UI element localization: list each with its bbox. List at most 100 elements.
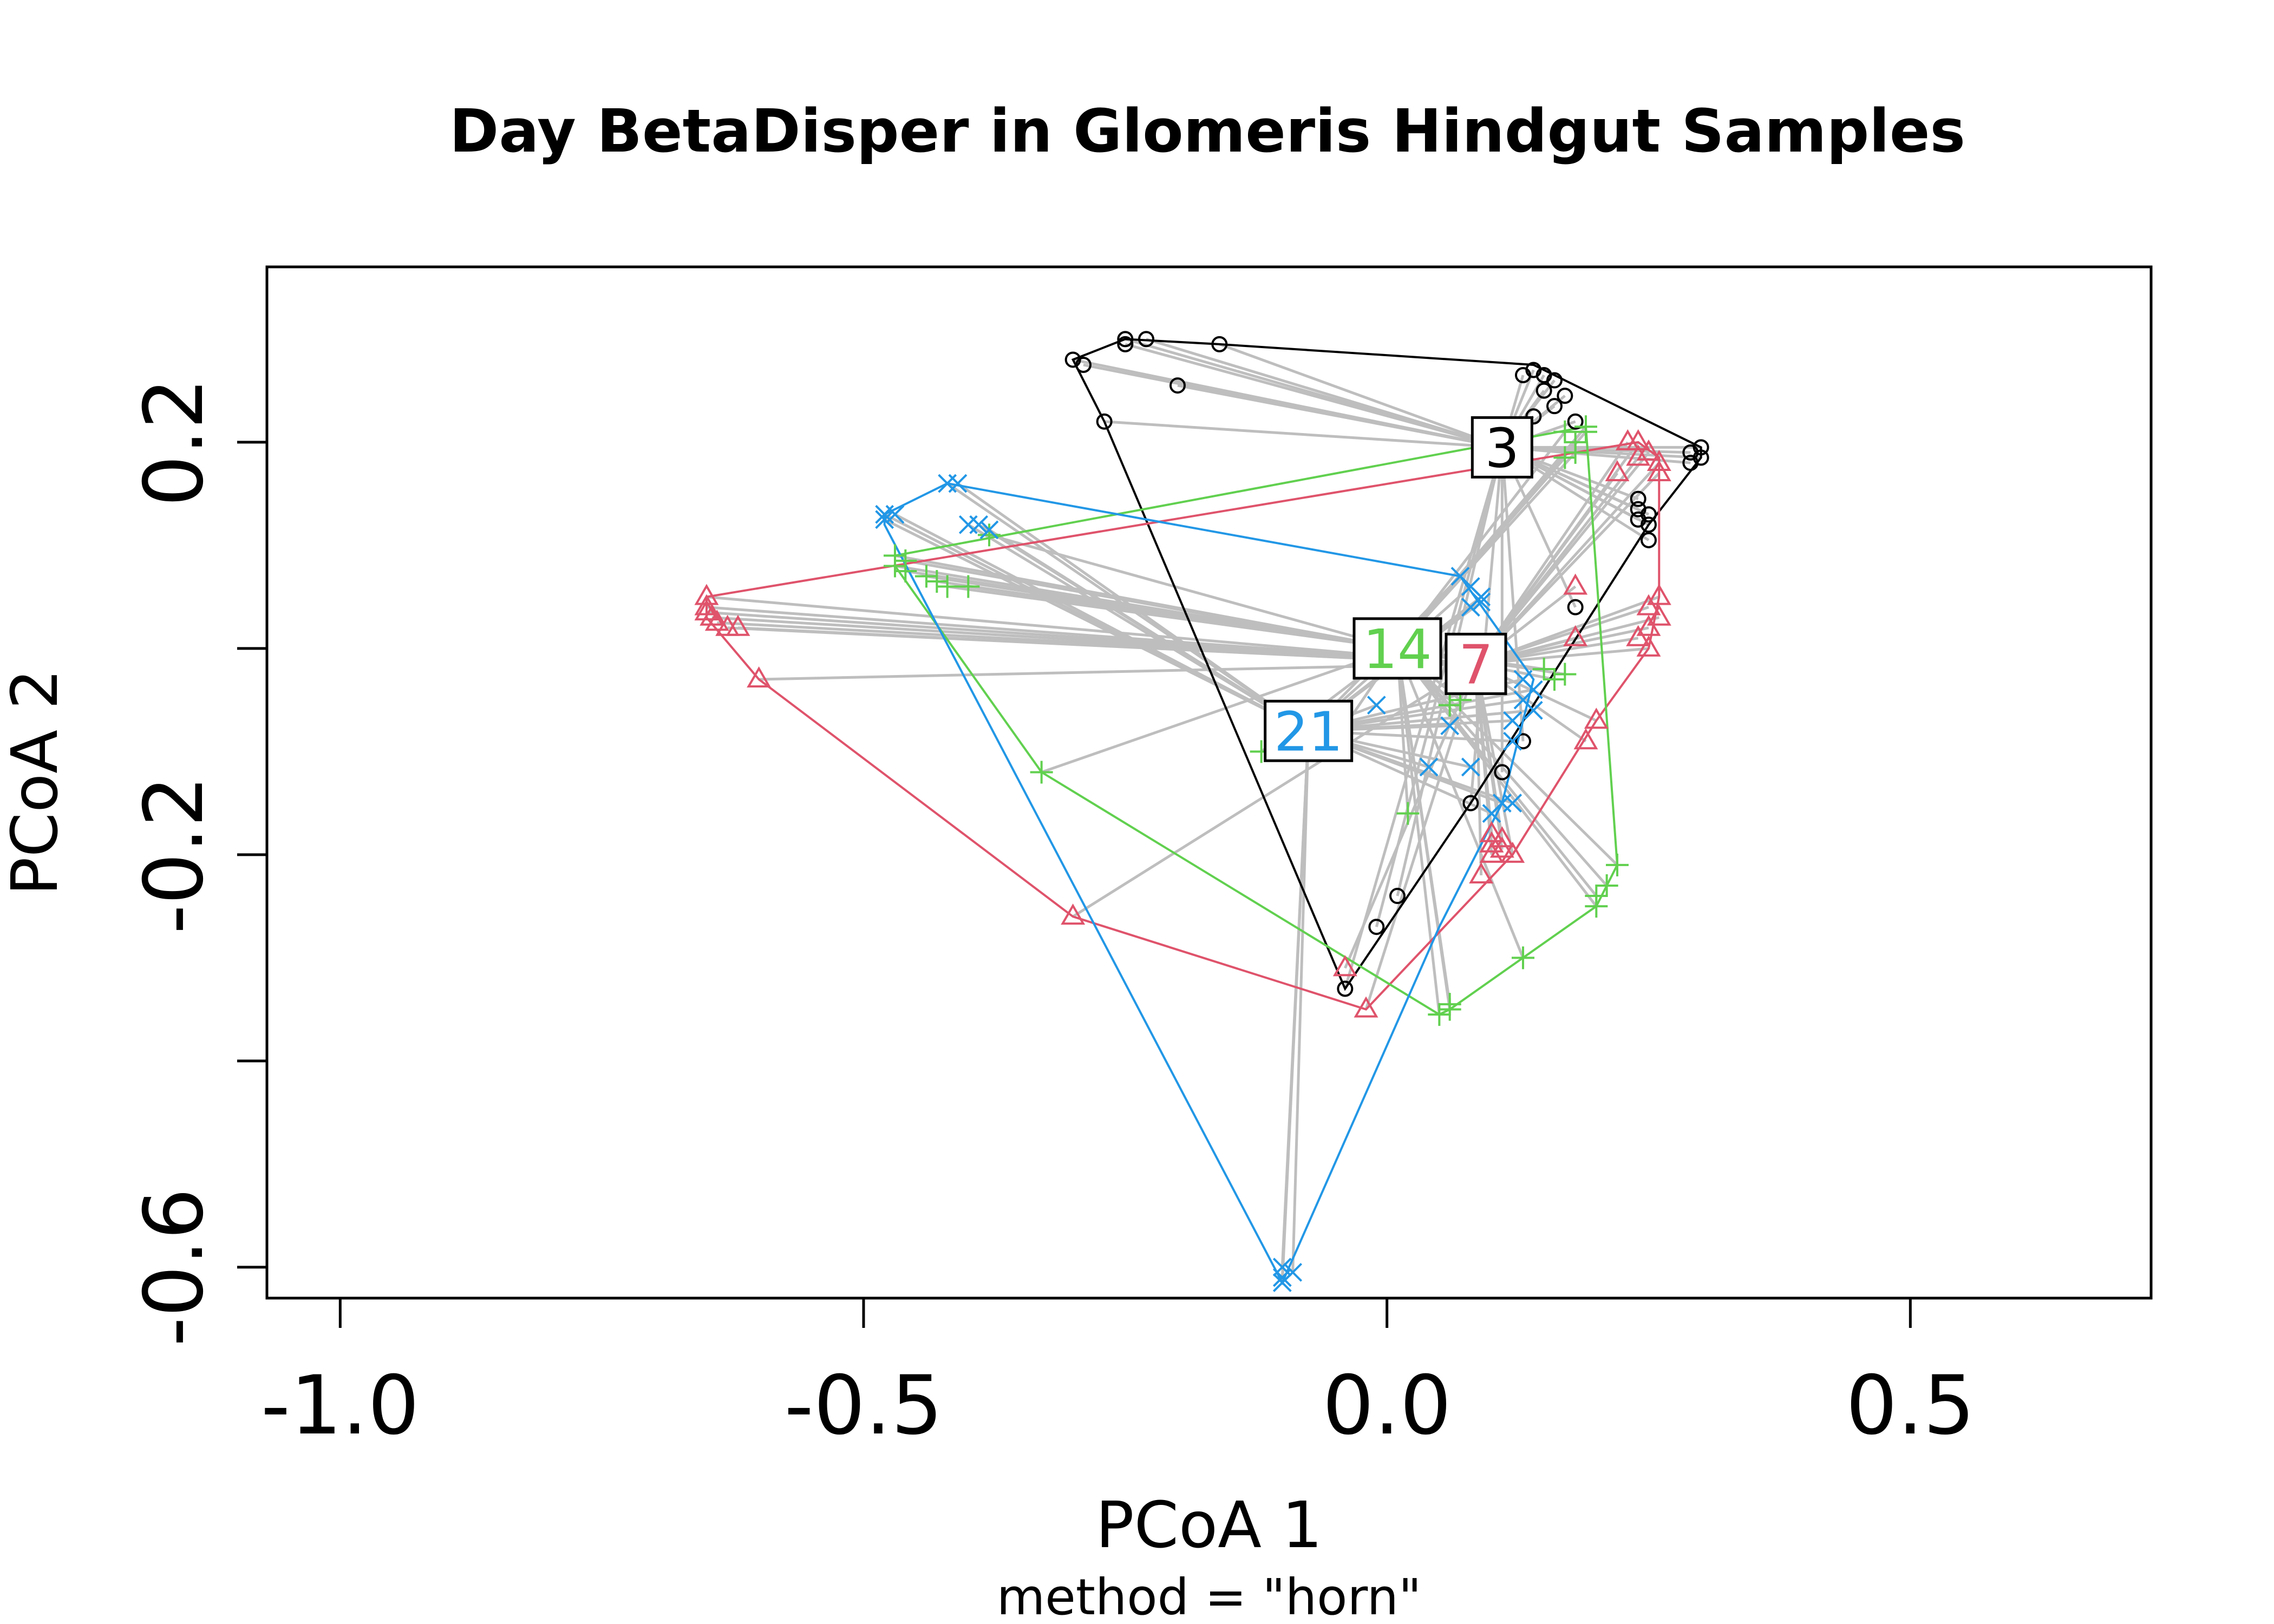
point-group-7: [1636, 614, 1661, 636]
spider-segment: [894, 513, 1309, 732]
point-group-3: [1567, 413, 1584, 430]
centroid-box-14: [1352, 617, 1442, 680]
point-group-7: [1646, 460, 1671, 481]
spider-segment: [1396, 647, 1525, 959]
spider-segment: [1474, 441, 1629, 665]
x-tick-label: 0.0: [1322, 1359, 1452, 1453]
point-group-7: [1584, 708, 1609, 729]
chart-title: Day BetaDisper in Glomeris Hindgut Sampl…: [449, 96, 1965, 166]
point-group-21: [1524, 700, 1543, 720]
point-group-3: [1096, 413, 1113, 430]
spider-segment: [957, 482, 1310, 732]
x-tick-label: 0.5: [1846, 1359, 1975, 1453]
point-group-21: [1482, 804, 1501, 823]
point-group-3: [1641, 506, 1657, 523]
point-group-7: [1563, 625, 1588, 646]
point-group-3: [1117, 331, 1134, 348]
spider-segment: [1343, 447, 1504, 990]
point-group-14: [925, 570, 949, 593]
point-group-3: [1138, 331, 1154, 348]
point-group-7: [1626, 625, 1651, 646]
point-group-7: [1354, 996, 1378, 1018]
point-group-7: [1479, 841, 1504, 863]
point-group-21: [948, 474, 968, 493]
point-group-7: [726, 614, 750, 636]
spider-segment: [1104, 420, 1502, 449]
spider-segment: [1396, 648, 1441, 1015]
spider-segment: [1475, 472, 1661, 665]
spider-segment: [1146, 337, 1503, 449]
point-group-7: [1605, 460, 1630, 481]
centroid-label-21: 21: [1274, 700, 1343, 763]
point-group-3: [1567, 599, 1584, 615]
point-group-14: [1438, 993, 1461, 1016]
point-group-14: [894, 559, 917, 582]
point-group-7: [1479, 831, 1504, 853]
point-group-7: [1489, 826, 1514, 848]
point-group-7: [1500, 841, 1525, 863]
point-layer: [694, 331, 1709, 1292]
point-group-3: [1641, 532, 1657, 548]
point-group-7: [1646, 449, 1671, 471]
point-group-7: [1636, 635, 1661, 657]
point-group-14: [1532, 657, 1556, 680]
spider-segment: [988, 528, 1309, 732]
point-group-7: [700, 604, 724, 626]
point-group-7: [1646, 584, 1671, 605]
point-group-7: [1636, 439, 1661, 461]
point-group-7: [704, 610, 729, 631]
spider-segment: [1469, 447, 1504, 803]
point-group-21: [1461, 598, 1480, 617]
point-group-14: [1438, 693, 1461, 717]
point-group-7: [1646, 604, 1671, 626]
plot-frame: [265, 265, 2153, 1300]
point-group-14: [1574, 415, 1597, 438]
point-group-21: [1367, 696, 1386, 715]
point-group-3: [1546, 398, 1563, 415]
point-group-3: [1462, 795, 1479, 811]
point-group-21: [1503, 711, 1522, 730]
point-group-3: [1535, 382, 1552, 399]
point-group-3: [1368, 919, 1385, 935]
spider-segment: [1177, 384, 1502, 449]
point-group-21: [969, 515, 989, 534]
point-group-14: [1606, 853, 1629, 876]
point-group-3: [1075, 356, 1092, 373]
point-group-21: [1283, 1262, 1303, 1282]
point-group-21: [1503, 794, 1522, 813]
spider-segment: [706, 595, 1476, 665]
point-group-7: [694, 584, 719, 605]
point-group-21: [1472, 592, 1491, 612]
point-group-14: [1030, 761, 1053, 784]
point-group-3: [1546, 372, 1563, 389]
point-group-21: [885, 505, 905, 524]
point-group-7: [1332, 955, 1357, 977]
point-group-21: [1503, 731, 1522, 751]
y-axis-label: PCoA 2: [0, 669, 72, 895]
point-group-7: [1563, 573, 1588, 595]
centroid-label-3: 3: [1485, 416, 1520, 480]
point-group-14: [1564, 430, 1587, 454]
axis-layer: -1.0 -0.5 0.0 0.5 0.2 -0.2 -0.6: [127, 378, 1975, 1453]
x-tick-label: -1.0: [261, 1359, 420, 1453]
point-group-7: [1489, 836, 1514, 858]
point-group-3: [1211, 336, 1228, 352]
point-group-14: [1543, 668, 1566, 691]
spider-segment: [1396, 647, 1618, 866]
point-group-14: [1595, 874, 1618, 897]
point-group-3: [1641, 516, 1657, 533]
point-group-7: [1479, 821, 1504, 842]
x-tick-label: -0.5: [785, 1359, 943, 1453]
point-group-21: [1272, 1268, 1292, 1287]
spider-segment: [1396, 441, 1577, 650]
x-axis-label: PCoA 1: [1095, 1488, 1322, 1562]
point-group-7: [1469, 862, 1494, 883]
point-group-3: [1389, 888, 1406, 905]
point-group-21: [1440, 716, 1460, 736]
point-group-21: [875, 510, 894, 529]
point-group-3: [1169, 377, 1186, 394]
point-group-14: [1428, 1003, 1451, 1026]
point-group-3: [1557, 388, 1573, 404]
